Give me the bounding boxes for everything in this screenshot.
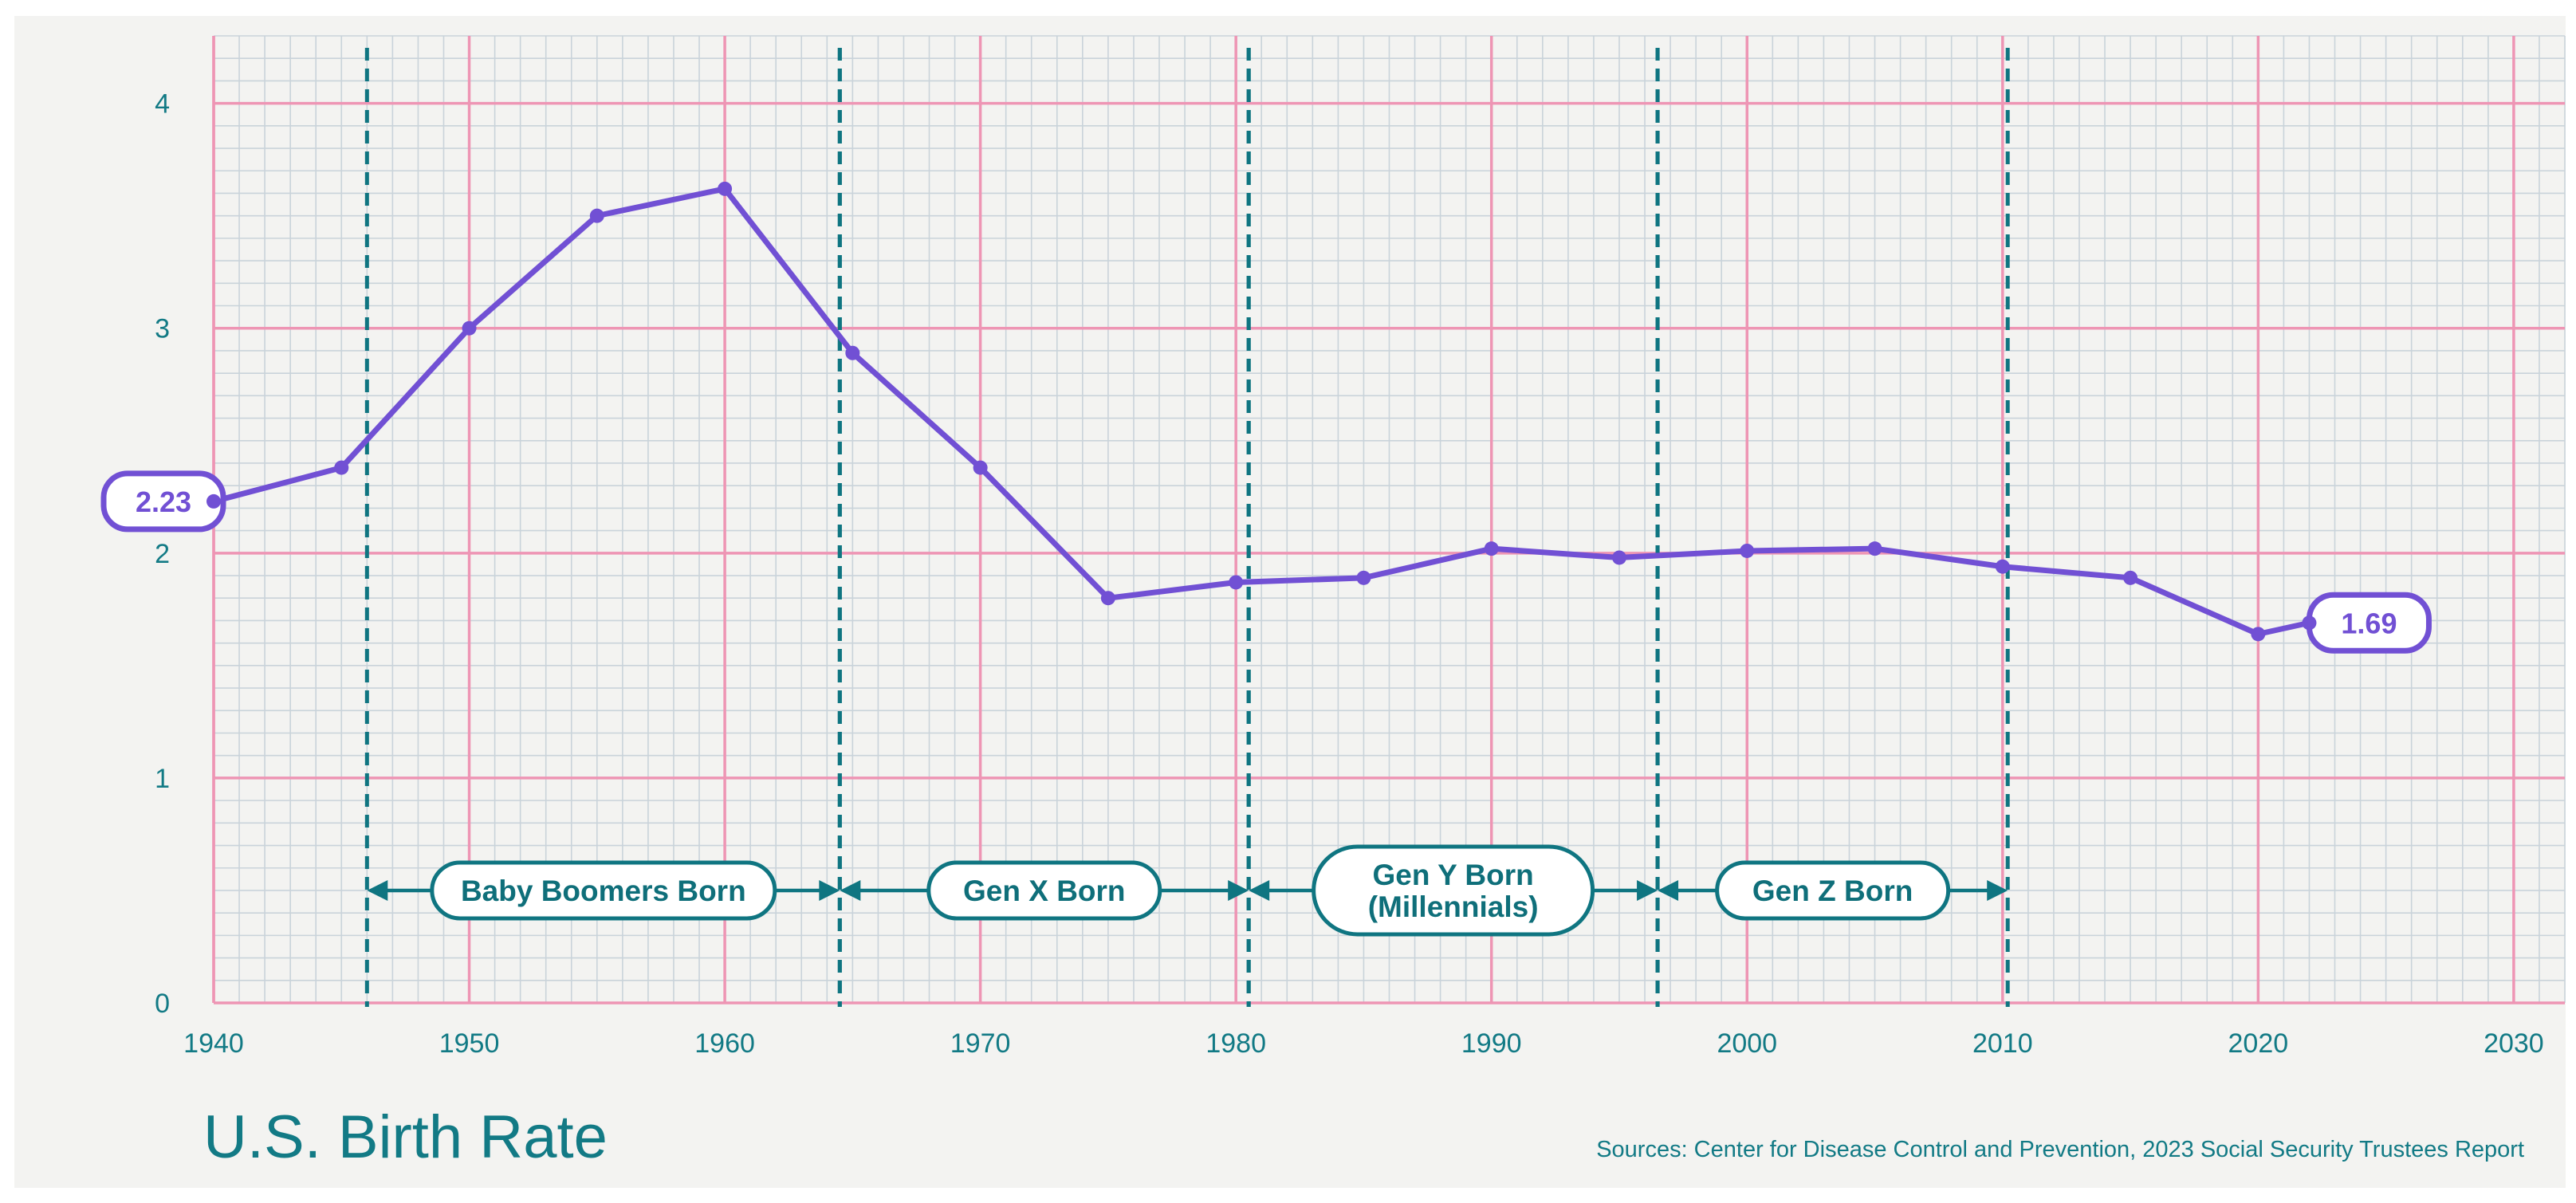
callout-anchor-point — [2302, 615, 2317, 631]
x-tick-label: 1990 — [1461, 1028, 1522, 1059]
data-point — [1740, 543, 1755, 558]
y-tick-label: 1 — [155, 764, 170, 794]
paper-background — [14, 16, 2566, 1188]
generation-label-pill — [1312, 844, 1595, 937]
x-tick-label: 2010 — [1972, 1028, 2033, 1059]
arrow-right-icon — [1637, 879, 1658, 901]
data-point — [1100, 591, 1115, 606]
data-point — [462, 320, 477, 336]
value-callout-label: 2.23 — [136, 486, 191, 518]
generation-label-pill — [430, 860, 777, 921]
generation-label-pill — [926, 860, 1162, 921]
x-tick-label: 1950 — [439, 1028, 500, 1059]
arrow-right-icon — [1228, 879, 1249, 901]
y-tick-label: 0 — [155, 989, 170, 1019]
generation-label: Gen X Born — [963, 875, 1126, 907]
arrow-left-icon — [840, 879, 861, 901]
arrow-left-icon — [1658, 879, 1679, 901]
data-point — [1229, 575, 1244, 590]
data-point — [718, 181, 733, 196]
data-point — [845, 345, 860, 360]
data-point — [2251, 627, 2266, 642]
generation-label-pill — [1715, 860, 1951, 921]
value-callouts: 2.23 1.69 — [100, 470, 2432, 654]
arrow-left-icon — [367, 879, 388, 901]
data-point — [589, 208, 604, 223]
x-axis-ticks: 1940 1950 1960 1970 1980 1990 2000 2010 2020 2030 — [183, 1028, 2544, 1059]
x-tick-label: 1940 — [183, 1028, 244, 1059]
data-point — [1356, 570, 1371, 585]
generation-label: Gen Y Born — [1373, 859, 1534, 891]
data-point — [1611, 550, 1626, 565]
arrow-right-icon — [819, 879, 840, 901]
generation-label: Baby Boomers Born — [461, 875, 746, 907]
x-tick-label: 2000 — [1717, 1028, 1777, 1059]
chart-source: Sources: Center for Disease Control and … — [1596, 1137, 2524, 1162]
x-tick-label: 1960 — [694, 1028, 755, 1059]
data-point — [973, 460, 988, 475]
x-tick-label: 1970 — [950, 1028, 1011, 1059]
generation-label: Gen Z Born — [1752, 875, 1913, 907]
arrow-left-icon — [1249, 879, 1270, 901]
generation-annotations: Baby Boomers Born Gen X Born Gen Y Born(Mi… — [364, 48, 2010, 1007]
y-tick-label: 2 — [155, 539, 170, 569]
chart-title: U.S. Birth Rate — [203, 1103, 608, 1171]
data-point — [1867, 541, 1882, 556]
callout-anchor-point — [206, 493, 221, 509]
minor-grid — [213, 35, 2566, 1004]
major-grid — [212, 36, 2565, 1004]
data-point — [1484, 541, 1499, 556]
x-tick-label: 2030 — [2484, 1028, 2544, 1059]
y-axis-ticks: 0 1 2 3 4 — [155, 89, 170, 1019]
data-point — [334, 460, 349, 475]
generation-label: (Millennials) — [1368, 890, 1539, 923]
x-tick-label: 1980 — [1205, 1028, 1266, 1059]
birth-rate-series — [206, 181, 2317, 642]
x-tick-label: 2020 — [2228, 1028, 2289, 1059]
y-tick-label: 4 — [155, 89, 170, 120]
data-point — [1995, 559, 2010, 574]
data-point — [2123, 570, 2138, 585]
y-tick-label: 3 — [155, 314, 170, 344]
value-callout-pill — [100, 470, 226, 533]
arrow-right-icon — [1987, 879, 2008, 901]
series-line — [210, 186, 2312, 637]
value-callout-label: 1.69 — [2341, 607, 2397, 639]
